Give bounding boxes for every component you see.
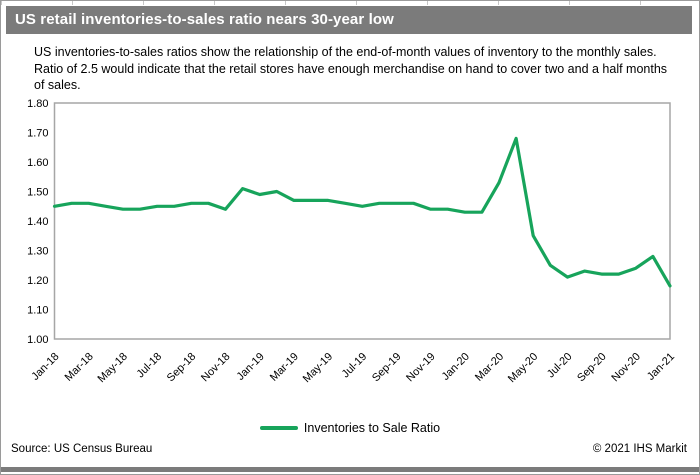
y-axis-tick-label: 1.30	[27, 246, 48, 258]
x-axis-tick-label: May-18	[96, 351, 130, 385]
page-title: US retail inventories-to-sales ratio nea…	[6, 6, 692, 34]
x-axis-tick-label: Sep-19	[370, 351, 404, 385]
x-axis-tick-label: Mar-18	[63, 351, 96, 384]
y-axis-tick-label: 1.20	[27, 275, 48, 287]
x-axis-tick-label: Nov-19	[404, 351, 438, 385]
x-axis-tick-label: Nov-20	[609, 351, 643, 385]
chart-description: US inventories-to-sales ratios show the …	[34, 45, 668, 92]
x-axis-tick-label: Jul-19	[340, 351, 370, 381]
copyright-text: © 2021 IHS Markit	[592, 443, 687, 455]
legend-label: Inventories to Sale Ratio	[303, 421, 441, 435]
y-axis-tick-label: 1.70	[27, 128, 48, 140]
legend-line-swatch	[259, 426, 298, 430]
y-axis-tick-label: 1.40	[27, 216, 48, 228]
y-axis-tick-label: 1.00	[27, 334, 48, 346]
y-axis-tick-label: 1.60	[27, 157, 48, 169]
source-text: Source: US Census Bureau	[11, 443, 153, 455]
x-axis-tick-label: Mar-19	[268, 351, 301, 384]
x-axis-tick-label: Sep-20	[575, 351, 609, 385]
x-axis-tick-label: Jul-20	[545, 351, 575, 381]
inventories-to-sales-line	[52, 136, 672, 288]
bottom-accent-bar	[1, 467, 699, 472]
chart-legend: Inventories to Sale Ratio	[1, 419, 699, 437]
x-axis-tick-label: Jan-21	[645, 351, 677, 383]
x-axis-tick-label: May-20	[506, 351, 540, 385]
x-axis-tick-label: Sep-18	[165, 351, 199, 385]
x-axis-tick-label: Nov-18	[199, 351, 233, 385]
spreadsheet-column-ticks	[1, 1, 699, 5]
y-axis-tick-label: 1.10	[27, 305, 48, 317]
x-axis-tick-label: Jan-19	[235, 351, 267, 383]
x-axis-tick-label: Jan-18	[29, 351, 61, 383]
line-chart: 1.80 1.70 1.60 1.50 1.40 1.30 1.20 1.10 1.00 Jan-…	[27, 98, 677, 385]
x-axis-tick-label: Jul-18	[135, 351, 165, 381]
x-axis-tick-label: Mar-20	[473, 351, 506, 384]
x-axis-tick-label: Jan-20	[440, 351, 472, 383]
y-axis-tick-label: 1.50	[27, 187, 48, 199]
plot-area-border	[53, 102, 671, 340]
x-axis-tick-label: May-19	[301, 351, 335, 385]
y-axis-tick-label: 1.80	[27, 98, 48, 110]
